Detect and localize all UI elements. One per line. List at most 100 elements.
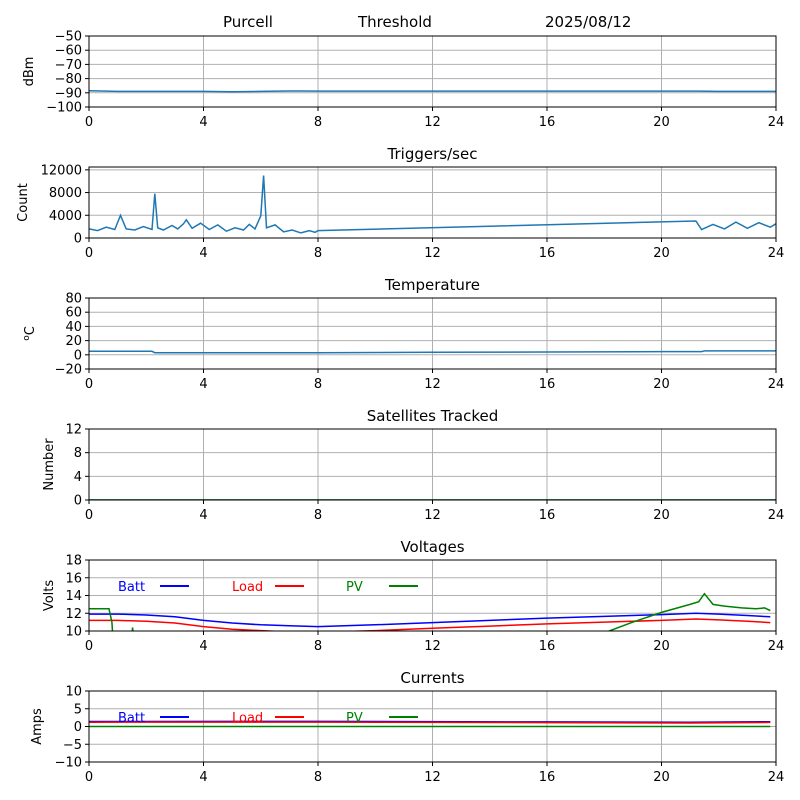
panel-2-series-1-line [89,175,776,234]
panel-5-series-batt-line [89,612,771,628]
panel-6-x-tick-label: 12 [424,770,441,785]
panel-2-x-tick-label: 16 [539,246,556,261]
panel-3-x-tick-label: 4 [199,377,207,392]
panel-4-title: Satellites Tracked [367,407,498,425]
panel-4-y-tick-label: 8 [74,446,82,461]
panel-5-legend-batt-label: Batt [118,580,145,595]
panel-6-y-tick-label: 5 [74,702,82,717]
panel-1-y-tick-label: −80 [55,72,82,87]
panel-1-x-tick-label: 24 [768,115,785,130]
panel-1-y-tick-label: −90 [55,86,82,101]
panel-3-y-tick-label: 80 [65,292,82,307]
panel-5-title: Voltages [400,538,464,556]
panel-1-y-tick-label: −50 [55,30,82,45]
panel-4-x-tick-label: 12 [424,508,441,523]
panel-2-y-tick-label: 12000 [41,163,82,178]
panel-5-x-tick-label: 12 [424,639,441,654]
panel-2-x-tick-label: 12 [424,246,441,261]
panel-3-y-tick-label: 60 [65,306,82,321]
panel-3-y-tick-label: 40 [65,320,82,335]
panel-2-title: Triggers/sec [387,145,478,163]
panel-2-y-tick-label: 0 [74,232,82,247]
panel-6-x-tick-label: 8 [314,770,322,785]
panel-1-y-tick-label: −70 [55,58,82,73]
panel-1-x-tick-label: 8 [314,115,322,130]
panel-3-y-tick-label: −20 [55,363,82,378]
panel-5-x-tick-label: 20 [653,639,670,654]
panel-1-y-tick-label: −60 [55,44,82,59]
panel-2-y-axis-label: Count [16,183,31,222]
panel-4-x-tick-label: 4 [199,508,207,523]
panel-6-y-tick-label: −10 [55,756,82,771]
panel-4-y-tick-label: 4 [74,470,82,485]
panel-4-y-axis-label: Number [42,438,57,491]
panel-5-x-tick-label: 4 [199,639,207,654]
panel-5-y-tick-label: 16 [65,571,82,586]
panel-4-x-tick-label: 20 [653,508,670,523]
panel-1-y-tick-label: −100 [46,101,82,116]
panel-6-x-tick-label: 0 [85,770,93,785]
panel-3-x-tick-label: 20 [653,377,670,392]
header-date: 2025/08/12 [545,13,631,31]
panel-6-x-tick-label: 20 [653,770,670,785]
panel-4-x-tick-label: 0 [85,508,93,523]
panel-1-x-tick-label: 4 [199,115,207,130]
panel-4-x-tick-label: 8 [314,508,322,523]
panel-5-y-tick-label: 14 [65,589,82,604]
panel-5-y-tick-label: 18 [65,554,82,569]
panel-6-y-tick-label: 10 [65,685,82,700]
panel-3-title: Temperature [384,276,480,294]
panel-6-x-tick-label: 4 [199,770,207,785]
panel-3-y-tick-label: 0 [74,348,82,363]
panel-5-x-tick-label: 0 [85,639,93,654]
panel-5-y-tick-label: 12 [65,607,82,622]
panel-4-y-tick-label: 12 [65,423,82,438]
panel-5-x-tick-label: 16 [539,639,556,654]
panel-5-x-tick-label: 8 [314,639,322,654]
panel-3-x-tick-label: 8 [314,377,322,392]
panel-6-x-tick-label: 16 [539,770,556,785]
panel-1-x-tick-label: 12 [424,115,441,130]
panel-5-series-pv-line [89,592,771,631]
panel-2-x-tick-label: 8 [314,246,322,261]
panel-6-y-tick-label: 0 [74,720,82,735]
panel-3-series-1-line [89,350,776,354]
panel-3-x-tick-label: 12 [424,377,441,392]
panel-6-x-tick-label: 24 [768,770,785,785]
panel-1-y-axis-label: dBm [22,57,37,87]
panel-4-x-tick-label: 24 [768,508,785,523]
header-mode: Threshold [357,13,432,31]
panel-6-title: Currents [400,669,464,687]
panel-5-series-load-line [89,618,771,631]
panel-5-y-axis-label: Volts [42,580,57,612]
header-station: Purcell [223,13,273,31]
panel-2-x-tick-label: 20 [653,246,670,261]
panel-2-y-tick-label: 8000 [49,186,82,201]
panel-2-x-tick-label: 0 [85,246,93,261]
panel-5-y-tick-label: 10 [65,625,82,640]
panel-1-series-1-line [89,89,776,93]
panel-1-x-tick-label: 20 [653,115,670,130]
panel-3-x-tick-label: 0 [85,377,93,392]
panel-1-x-tick-label: 0 [85,115,93,130]
panel-6-y-tick-label: −5 [63,738,82,753]
panel-2-x-tick-label: 24 [768,246,785,261]
panel-6-series-load-line [89,721,771,724]
panel-3-x-tick-label: 24 [768,377,785,392]
panel-6-legend-batt-label: Batt [118,711,145,726]
panel-1-x-tick-label: 16 [539,115,556,130]
panel-5-legend-pv-label: PV [346,580,363,595]
panel-3-y-tick-label: 20 [65,334,82,349]
panel-6-legend-load-label: Load [232,711,263,726]
panel-5-legend-load-label: Load [232,580,263,595]
panel-2-y-tick-label: 4000 [49,209,82,224]
panel-6-y-axis-label: Amps [30,708,45,745]
panel-6-legend-pv-label: PV [346,711,363,726]
panel-4-x-tick-label: 16 [539,508,556,523]
panel-2-x-tick-label: 4 [199,246,207,261]
panel-3-x-tick-label: 16 [539,377,556,392]
panel-4-y-tick-label: 0 [74,494,82,509]
panel-3-y-axis-label: oC [22,326,38,341]
panel-5-x-tick-label: 24 [768,639,785,654]
